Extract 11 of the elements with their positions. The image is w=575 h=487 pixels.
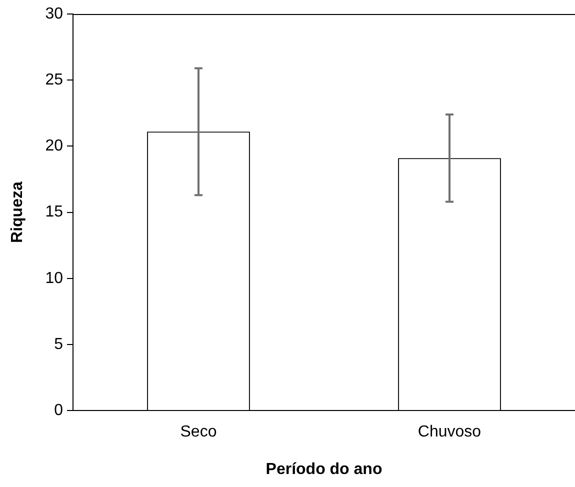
y-tick-label: 10 bbox=[45, 270, 64, 287]
y-tick-label: 5 bbox=[54, 336, 64, 353]
y-tick-label: 30 bbox=[45, 5, 64, 22]
y-axis-title: Riqueza bbox=[9, 182, 26, 243]
y-tick-label: 20 bbox=[45, 138, 64, 155]
x-tick-label: Seco bbox=[180, 424, 217, 441]
x-axis-title: Período do ano bbox=[266, 460, 382, 478]
y-tick-label: 0 bbox=[54, 402, 64, 420]
x-tick-label: Chuvoso bbox=[418, 424, 482, 441]
y-tick-label: 15 bbox=[45, 204, 64, 221]
y-tick-label: 25 bbox=[45, 72, 64, 89]
